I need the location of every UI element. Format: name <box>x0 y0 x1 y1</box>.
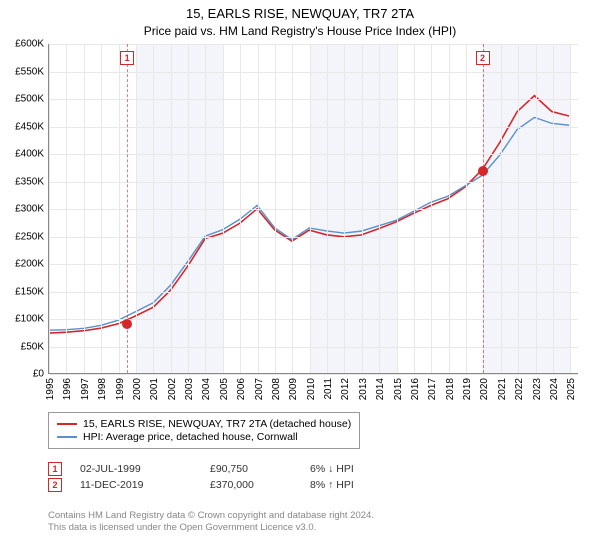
footnote: Contains HM Land Registry data © Crown c… <box>48 510 374 535</box>
grid-line-h <box>49 154 578 155</box>
grid-line-v <box>49 44 50 373</box>
grid-line-v <box>536 44 537 373</box>
plot-area: 12 <box>48 44 578 374</box>
sale-date: 11-DEC-2019 <box>80 479 210 491</box>
sale-diff: 6% ↓ HPI <box>310 463 410 475</box>
legend: 15, EARLS RISE, NEWQUAY, TR7 2TA (detach… <box>48 412 360 449</box>
legend-swatch <box>57 423 77 425</box>
y-axis-label: £200K <box>0 259 44 270</box>
grid-line-v <box>414 44 415 373</box>
legend-item: 15, EARLS RISE, NEWQUAY, TR7 2TA (detach… <box>57 418 351 430</box>
grid-line-h <box>49 237 578 238</box>
grid-line-v <box>275 44 276 373</box>
grid-line-v <box>466 44 467 373</box>
grid-line-v <box>240 44 241 373</box>
y-axis-label: £250K <box>0 231 44 242</box>
footnote-line: This data is licensed under the Open Gov… <box>48 522 374 534</box>
sale-marker-badge: 2 <box>48 478 62 492</box>
grid-line-h <box>49 127 578 128</box>
x-axis-label: 2025 <box>566 378 600 400</box>
grid-line-v <box>501 44 502 373</box>
y-axis-label: £150K <box>0 286 44 297</box>
grid-line-h <box>49 182 578 183</box>
grid-line-v <box>449 44 450 373</box>
grid-line-v <box>344 44 345 373</box>
y-axis-label: £400K <box>0 149 44 160</box>
sale-diff: 8% ↑ HPI <box>310 479 410 491</box>
grid-line-h <box>49 264 578 265</box>
grid-line-v <box>84 44 85 373</box>
legend-item: HPI: Average price, detached house, Corn… <box>57 431 351 443</box>
grid-line-h <box>49 44 578 45</box>
grid-line-v <box>362 44 363 373</box>
grid-line-v <box>66 44 67 373</box>
y-axis-label: £50K <box>0 341 44 352</box>
grid-line-v <box>483 44 484 373</box>
grid-line-v <box>570 44 571 373</box>
grid-line-h <box>49 292 578 293</box>
grid-line-h <box>49 99 578 100</box>
sale-marker-badge: 1 <box>48 462 62 476</box>
sale-vline <box>483 44 484 373</box>
sale-point <box>479 167 486 174</box>
chart-subtitle: Price paid vs. HM Land Registry's House … <box>0 24 600 38</box>
grid-line-v <box>553 44 554 373</box>
grid-line-v <box>119 44 120 373</box>
grid-line-v <box>397 44 398 373</box>
legend-label: 15, EARLS RISE, NEWQUAY, TR7 2TA (detach… <box>83 418 351 430</box>
sale-marker-box: 1 <box>120 51 134 65</box>
grid-line-v <box>205 44 206 373</box>
grid-line-v <box>327 44 328 373</box>
y-axis-label: £300K <box>0 204 44 215</box>
grid-line-v <box>188 44 189 373</box>
y-axis-label: £350K <box>0 176 44 187</box>
grid-line-h <box>49 72 578 73</box>
sale-price: £90,750 <box>210 463 310 475</box>
sale-date: 02-JUL-1999 <box>80 463 210 475</box>
grid-line-v <box>223 44 224 373</box>
sales-row: 2 11-DEC-2019 £370,000 8% ↑ HPI <box>48 478 410 492</box>
grid-line-v <box>292 44 293 373</box>
sale-point <box>124 321 131 328</box>
chart-container: 15, EARLS RISE, NEWQUAY, TR7 2TA Price p… <box>0 0 600 560</box>
y-axis-label: £550K <box>0 66 44 77</box>
y-axis-label: £600K <box>0 39 44 50</box>
y-axis-label: £100K <box>0 314 44 325</box>
grid-line-v <box>518 44 519 373</box>
grid-line-v <box>431 44 432 373</box>
grid-line-h <box>49 347 578 348</box>
y-axis-label: £500K <box>0 94 44 105</box>
legend-label: HPI: Average price, detached house, Corn… <box>83 431 298 443</box>
sale-price: £370,000 <box>210 479 310 491</box>
grid-line-v <box>153 44 154 373</box>
grid-line-v <box>310 44 311 373</box>
footnote-line: Contains HM Land Registry data © Crown c… <box>48 510 374 522</box>
grid-line-v <box>258 44 259 373</box>
chart-title: 15, EARLS RISE, NEWQUAY, TR7 2TA <box>0 6 600 21</box>
grid-line-v <box>171 44 172 373</box>
sale-marker-box: 2 <box>476 51 490 65</box>
legend-swatch <box>57 436 77 438</box>
grid-line-h <box>49 374 578 375</box>
grid-line-v <box>101 44 102 373</box>
y-axis-label: £0 <box>0 369 44 380</box>
y-axis-label: £450K <box>0 121 44 132</box>
grid-line-h <box>49 209 578 210</box>
sales-row: 1 02-JUL-1999 £90,750 6% ↓ HPI <box>48 462 410 476</box>
grid-line-v <box>379 44 380 373</box>
sales-table: 1 02-JUL-1999 £90,750 6% ↓ HPI 2 11-DEC-… <box>48 460 410 494</box>
grid-line-v <box>136 44 137 373</box>
